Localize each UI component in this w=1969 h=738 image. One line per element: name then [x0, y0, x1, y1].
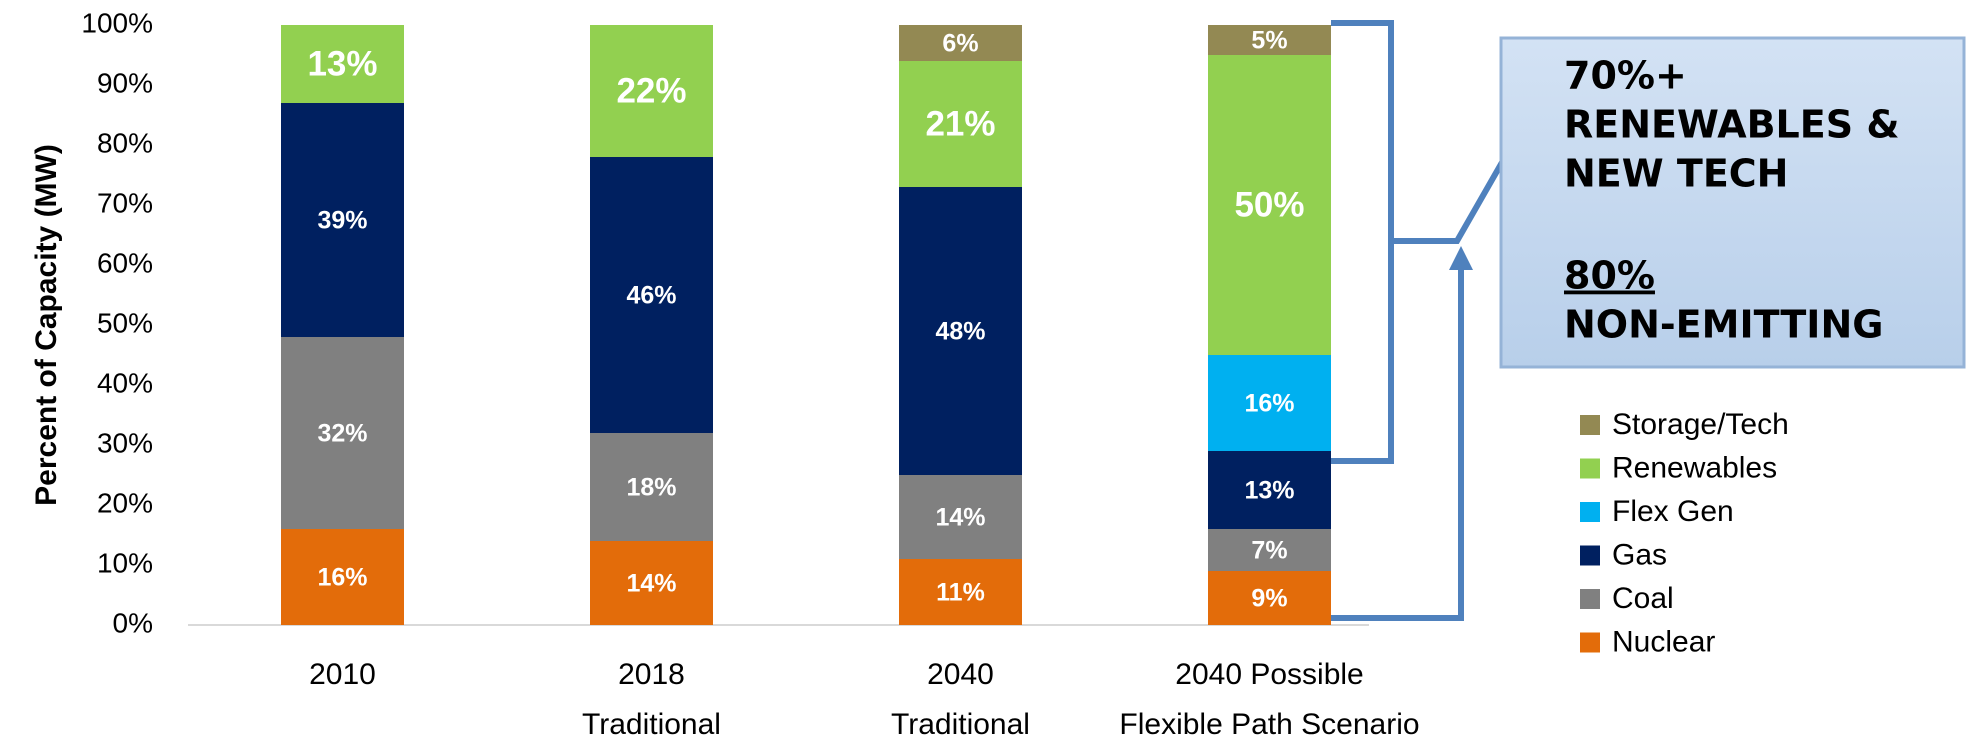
- legend-label: Flex Gen: [1612, 495, 1734, 528]
- y-tick-label: 70%: [97, 187, 153, 218]
- x-tick-label: 2040 Traditional: [891, 658, 1030, 738]
- bar-segment: [590, 157, 713, 433]
- data-label: 46%: [626, 282, 676, 310]
- legend-swatch: [1580, 415, 1600, 435]
- bar-segment: [899, 475, 1022, 559]
- bar-segment: [281, 529, 404, 625]
- arrow: [1331, 246, 1473, 621]
- bar-segment: [1208, 355, 1331, 451]
- y-tick-label: 40%: [97, 367, 153, 398]
- data-label: 9%: [1251, 585, 1287, 613]
- bar-segment: [899, 25, 1022, 61]
- data-label: 16%: [317, 564, 367, 592]
- callout-text: 80%: [1564, 254, 1655, 298]
- data-label: 13%: [307, 44, 377, 83]
- bar-segment: [1208, 571, 1331, 625]
- data-label: 32%: [317, 420, 367, 448]
- callout-text: NON-EMITTING: [1564, 303, 1883, 347]
- y-tick-label: 100%: [81, 7, 153, 38]
- legend-swatch: [1580, 589, 1600, 609]
- data-label: 22%: [616, 71, 686, 110]
- data-label: 39%: [317, 207, 367, 235]
- legend-label: Nuclear: [1612, 625, 1715, 658]
- bar-segment: [590, 25, 713, 157]
- bracket: [1331, 20, 1394, 464]
- data-label: 48%: [935, 318, 985, 346]
- callout-text: 70%+: [1564, 54, 1687, 98]
- bar-segment: [281, 337, 404, 529]
- legend-swatch: [1580, 632, 1600, 653]
- bar-segment: [281, 25, 404, 103]
- bar-segment: [281, 103, 404, 337]
- data-label: 14%: [935, 504, 985, 532]
- y-axis-title: Percent of Capacity (MW): [30, 144, 63, 506]
- callout-text: NEW TECH: [1564, 152, 1788, 196]
- legend-label: Coal: [1612, 582, 1674, 615]
- bar-segment: [899, 559, 1022, 625]
- callout-text: RENEWABLES &: [1564, 103, 1899, 147]
- x-tick-label: 2040 Possible Flexible Path Scenario: [1119, 658, 1419, 738]
- legend-label: Storage/Tech: [1612, 408, 1789, 441]
- y-tick-label: 80%: [97, 127, 153, 158]
- data-label: 13%: [1244, 477, 1294, 505]
- bar-segment: [1208, 25, 1331, 55]
- callout-box: [1499, 36, 1966, 369]
- bar-segment: [590, 541, 713, 625]
- y-tick-label: 0%: [113, 607, 153, 638]
- y-tick-label: 60%: [97, 247, 153, 278]
- y-tick-label: 50%: [97, 307, 153, 338]
- data-label: 18%: [626, 474, 676, 502]
- data-label: 7%: [1251, 537, 1287, 565]
- legend-swatch: [1580, 545, 1600, 566]
- data-label: 50%: [1234, 185, 1304, 224]
- data-label: 16%: [1244, 390, 1294, 418]
- x-tick-label: 2018 Traditional: [582, 658, 721, 738]
- data-label: 5%: [1251, 27, 1287, 55]
- bar-segment: [1208, 55, 1331, 355]
- y-tick-label: 90%: [97, 67, 153, 98]
- legend-label: Renewables: [1612, 451, 1777, 484]
- bar-segment: [899, 187, 1022, 475]
- bar-segment: [1208, 529, 1331, 571]
- y-tick-label: 10%: [97, 547, 153, 578]
- data-label: 14%: [626, 570, 676, 598]
- x-tick-label: 2010: [309, 658, 376, 691]
- legend-label: Gas: [1612, 538, 1667, 571]
- data-label: 21%: [925, 104, 995, 143]
- data-label: 11%: [936, 579, 985, 607]
- bar-segment: [590, 433, 713, 541]
- legend-swatch: [1580, 458, 1600, 479]
- bar-segment: [1208, 451, 1331, 529]
- legend-swatch: [1580, 502, 1600, 522]
- y-tick-label: 30%: [97, 427, 153, 458]
- data-label: 6%: [942, 30, 978, 58]
- y-tick-label: 20%: [97, 487, 153, 518]
- bar-segment: [899, 61, 1022, 187]
